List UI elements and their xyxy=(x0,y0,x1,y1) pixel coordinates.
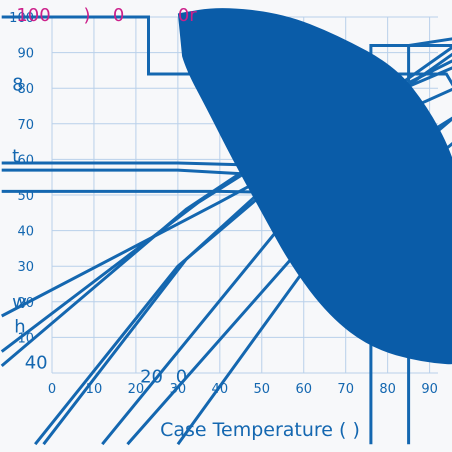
occlusion-blob xyxy=(177,8,452,365)
y-tick-label: 40 xyxy=(17,225,34,240)
annotation-text: 8 xyxy=(12,75,23,96)
annotation-text: ) xyxy=(83,5,90,26)
annotation-text: w xyxy=(12,292,27,313)
y-tick-label: 10 xyxy=(17,331,34,346)
series-line-1 xyxy=(1,15,452,87)
annotation-text: 100 xyxy=(16,5,50,26)
x-tick-label: 50 xyxy=(254,382,271,397)
x-tick-label: 30 xyxy=(170,382,187,397)
y-tick-label: 100 xyxy=(9,11,34,26)
y-tick-label: 80 xyxy=(17,82,34,97)
x-tick-label: 80 xyxy=(379,382,396,397)
x-tick-label: 60 xyxy=(295,382,312,397)
y-tick-label: 20 xyxy=(17,296,34,311)
y-tick-label: 90 xyxy=(17,47,34,62)
annotation-text: t xyxy=(12,146,19,167)
y-tick-label: 70 xyxy=(17,118,34,133)
x-tick-label: 20 xyxy=(128,382,145,397)
x-tick-label: 90 xyxy=(421,382,438,397)
x-tick-label: 70 xyxy=(337,382,354,397)
y-tick-label: 60 xyxy=(17,153,34,168)
annotation-text: h xyxy=(14,317,25,338)
y-tick-label: 30 xyxy=(17,260,34,275)
blob-shape xyxy=(177,8,452,365)
x-axis-label: Case Temperature ( ) xyxy=(160,419,360,441)
annotation-text: 0 xyxy=(176,367,187,388)
annotation-text: 40 xyxy=(25,352,48,373)
annotation-text: 20 xyxy=(140,367,163,388)
annotation-text: 0 xyxy=(113,5,124,26)
x-tick-label: 0 xyxy=(48,382,56,397)
x-tick-label: 10 xyxy=(86,382,103,397)
annotation-text: 0r xyxy=(178,5,197,26)
x-tick-label: 40 xyxy=(212,382,229,397)
y-tick-label: 50 xyxy=(17,189,34,204)
